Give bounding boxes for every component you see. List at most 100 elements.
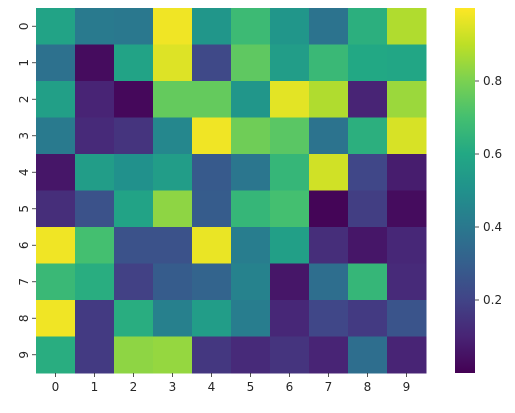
colorbar: [455, 8, 475, 373]
heatmap-cell-r6-c0: [36, 227, 76, 264]
heatmap-cell-r2-c4: [192, 81, 232, 118]
heatmap-cell-r2-c3: [153, 81, 193, 118]
heatmap-cell-r2-c9: [387, 81, 427, 118]
heatmap-cell-r4-c3: [153, 154, 193, 191]
heatmap-cell-r6-c9: [387, 227, 427, 264]
heatmap-cell-r4-c8: [348, 154, 388, 191]
y-tick-label: 8: [17, 314, 31, 322]
heatmap-cell-r8-c3: [153, 300, 193, 337]
heatmap-cell-r5-c3: [153, 190, 193, 228]
heatmap-cell-r0-c8: [348, 8, 388, 45]
heatmap-cell-r4-c7: [309, 154, 349, 191]
heatmap-cell-r5-c9: [387, 190, 427, 228]
heatmap-cell-r3-c9: [387, 117, 427, 155]
heatmap-cell-r4-c4: [192, 154, 232, 191]
heatmap-cell-r5-c6: [270, 190, 310, 228]
x-axis-ticks: 0 1 2 3 4 5 6 7 8 9: [52, 373, 411, 394]
heatmap-cell-r9-c3: [153, 336, 193, 374]
heatmap-cell-r0-c0: [36, 8, 76, 45]
heatmap-cell-r6-c6: [270, 227, 310, 264]
heatmap-cell-r9-c7: [309, 336, 349, 374]
heatmap-cell-r4-c5: [231, 154, 271, 191]
y-tick-label: 6: [17, 241, 31, 249]
heatmap-cell-r9-c6: [270, 336, 310, 374]
heatmap-cell-r9-c2: [114, 336, 154, 374]
heatmap-cell-r0-c7: [309, 8, 349, 45]
heatmap-cell-r5-c7: [309, 190, 349, 228]
heatmap-cell-r7-c0: [36, 263, 76, 301]
heatmap-cell-r0-c2: [114, 8, 154, 45]
heatmap-cell-r1-c6: [270, 44, 310, 82]
colorbar-tick-label: 0.2: [483, 293, 502, 307]
heatmap-cell-r6-c7: [309, 227, 349, 264]
y-tick-label: 4: [17, 168, 31, 176]
heatmap-cell-r0-c5: [231, 8, 271, 45]
x-tick-label: 9: [403, 380, 411, 394]
heatmap-cell-r3-c8: [348, 117, 388, 155]
heatmap-cell-r3-c6: [270, 117, 310, 155]
heatmap-cell-r7-c2: [114, 263, 154, 301]
heatmap-cell-r5-c0: [36, 190, 76, 228]
heatmap-cell-r8-c8: [348, 300, 388, 337]
heatmap-cell-r8-c7: [309, 300, 349, 337]
heatmap-cell-r3-c7: [309, 117, 349, 155]
heatmap-cell-r8-c2: [114, 300, 154, 337]
heatmap-cell-r5-c8: [348, 190, 388, 228]
x-tick-label: 2: [130, 380, 138, 394]
x-tick-label: 4: [208, 380, 216, 394]
heatmap-cell-r7-c7: [309, 263, 349, 301]
heatmap-cell-r6-c1: [75, 227, 115, 264]
heatmap-cell-r1-c4: [192, 44, 232, 82]
x-tick-label: 5: [247, 380, 255, 394]
x-tick-label: 0: [52, 380, 60, 394]
y-tick-label: 3: [17, 132, 31, 140]
heatmap-cell-r3-c3: [153, 117, 193, 155]
heatmap-cell-r1-c0: [36, 44, 76, 82]
colorbar-tick-label: 0.8: [483, 74, 502, 88]
heatmap-cell-r6-c5: [231, 227, 271, 264]
heatmap-cell-r0-c3: [153, 8, 193, 45]
colorbar-ticks: 0.2 0.4 0.6 0.8: [475, 74, 502, 307]
heatmap-cell-r7-c9: [387, 263, 427, 301]
heatmap-cell-r8-c6: [270, 300, 310, 337]
heatmap-cell-r6-c8: [348, 227, 388, 264]
heatmap-cell-r7-c8: [348, 263, 388, 301]
heatmap-cell-r1-c9: [387, 44, 427, 82]
x-tick-label: 1: [91, 380, 99, 394]
heatmap-cell-r2-c1: [75, 81, 115, 118]
heatmap-cell-r9-c4: [192, 336, 232, 374]
colorbar-tick-label: 0.6: [483, 147, 502, 161]
y-tick-label: 9: [17, 351, 31, 359]
heatmap-cell-r9-c5: [231, 336, 271, 374]
heatmap-cell-r9-c8: [348, 336, 388, 374]
heatmap-cell-r5-c1: [75, 190, 115, 228]
heatmap-cell-r9-c0: [36, 336, 76, 374]
heatmap-cell-r9-c1: [75, 336, 115, 374]
heatmap-cell-r7-c5: [231, 263, 271, 301]
heatmap-cell-r3-c0: [36, 117, 76, 155]
heatmap-cell-r6-c4: [192, 227, 232, 264]
heatmap-cell-r0-c1: [75, 8, 115, 45]
heatmap-cell-r0-c9: [387, 8, 427, 45]
y-axis-ticks: 0 1 2 3 4 5 6 7 8 9: [17, 22, 36, 359]
colorbar-tick-label: 0.4: [483, 220, 502, 234]
heatmap-cell-r0-c4: [192, 8, 232, 45]
heatmap-cell-r9-c9: [387, 336, 427, 374]
y-tick-label: 0: [17, 22, 31, 30]
heatmap-cell-r7-c3: [153, 263, 193, 301]
heatmap-cell-r8-c1: [75, 300, 115, 337]
heatmap-cell-r2-c2: [114, 81, 154, 118]
y-tick-label: 2: [17, 95, 31, 103]
heatmap-cell-r4-c1: [75, 154, 115, 191]
heatmap-cell-r1-c3: [153, 44, 193, 82]
heatmap-cell-r1-c2: [114, 44, 154, 82]
y-tick-label: 7: [17, 278, 31, 286]
x-tick-label: 3: [169, 380, 177, 394]
heatmap-cell-r2-c8: [348, 81, 388, 118]
heatmap-cell-r8-c9: [387, 300, 427, 337]
heatmap-cell-r1-c8: [348, 44, 388, 82]
heatmap-cell-r1-c7: [309, 44, 349, 82]
heatmap-cell-r3-c2: [114, 117, 154, 155]
x-tick-label: 8: [364, 380, 372, 394]
